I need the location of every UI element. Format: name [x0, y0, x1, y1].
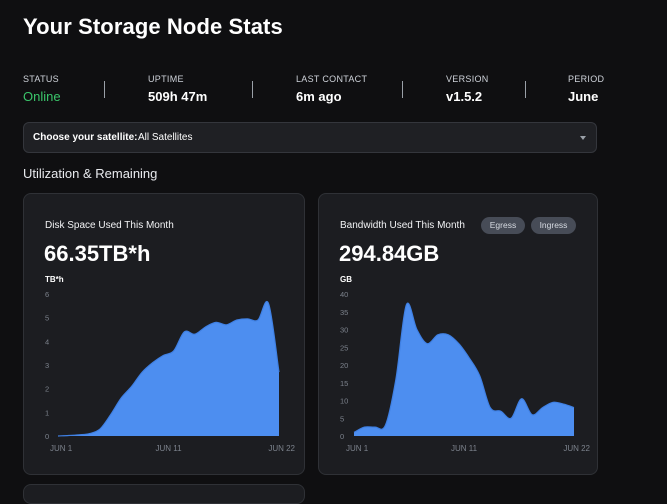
- stat-status-label: STATUS: [23, 74, 59, 84]
- stat-uptime: UPTIME 509h 47m: [148, 74, 207, 104]
- disk-chart-x-tick: JUN 22: [268, 444, 295, 453]
- disk-chart-y-tick: 6: [45, 290, 49, 299]
- stat-divider: [252, 81, 253, 98]
- disk-card-value: 66.35TB*h: [44, 241, 151, 266]
- disk-chart-y-tick: 3: [45, 361, 49, 370]
- chevron-down-icon: [580, 136, 586, 140]
- stats-bar: STATUS Online UPTIME 509h 47m LAST CONTA…: [23, 74, 604, 110]
- bandwidth-card-value: 294.84GB: [339, 241, 440, 266]
- bandwidth-chart-x-tick: JUN 22: [563, 444, 590, 453]
- stat-uptime-value: 509h 47m: [148, 89, 208, 104]
- stat-version-label: VERSION: [446, 74, 489, 84]
- satellite-selector-value: All Satellites: [138, 132, 193, 143]
- bandwidth-chart-x-tick: JUN 1: [346, 444, 369, 453]
- stat-uptime-label: UPTIME: [148, 74, 184, 84]
- bandwidth-chart-x-tick: JUN 11: [451, 444, 478, 453]
- stat-last-contact: LAST CONTACT 6m ago: [296, 74, 367, 104]
- stat-divider: [525, 81, 526, 98]
- stat-period-label: PERIOD: [568, 74, 605, 84]
- satellite-selector-label: Choose your satellite:: [33, 132, 138, 143]
- stat-period: PERIOD June: [568, 74, 604, 104]
- disk-chart-x-tick: JUN 11: [155, 444, 182, 453]
- disk-chart-x-tick: JUN 1: [50, 444, 73, 453]
- bandwidth-chart-y-unit-label: GB: [340, 275, 352, 284]
- disk-chart-y-tick: 1: [45, 408, 49, 417]
- egress-toggle[interactable]: Egress: [481, 217, 525, 234]
- stat-version: VERSION v1.5.2: [446, 74, 489, 104]
- section-title: Utilization & Remaining: [23, 166, 158, 181]
- stat-last-contact-label: LAST CONTACT: [296, 74, 368, 84]
- stat-version-value: v1.5.2: [446, 89, 483, 104]
- bandwidth-chart-y-tick: 30: [340, 326, 348, 335]
- bandwidth-chart-y-tick: 0: [340, 432, 344, 441]
- stat-period-value: June: [568, 89, 599, 104]
- bandwidth-chart-y-tick: 35: [340, 308, 348, 317]
- bandwidth-chart-area: [354, 303, 574, 436]
- next-card: [23, 484, 305, 504]
- bandwidth-chart-y-tick: 40: [340, 290, 348, 299]
- bandwidth-chart-y-tick: 10: [340, 397, 348, 406]
- disk-card-title: Disk Space Used This Month: [45, 220, 174, 231]
- bandwidth-chart-line: [353, 302, 575, 433]
- disk-chart-area: [58, 301, 279, 436]
- satellite-selector[interactable]: Choose your satellite: All Satellites: [23, 122, 597, 153]
- bandwidth-chart-y-tick: 15: [340, 379, 348, 388]
- bandwidth-chart-y-tick: 25: [340, 343, 348, 352]
- page-title: Your Storage Node Stats: [23, 14, 283, 39]
- stat-status-value: Online: [23, 89, 61, 104]
- disk-chart-y-unit-label: TB*h: [45, 275, 64, 284]
- disk-chart-y-tick: 5: [45, 314, 49, 323]
- bandwidth-card-title: Bandwidth Used This Month: [340, 220, 465, 231]
- disk-chart-y-tick: 4: [45, 337, 49, 346]
- ingress-toggle[interactable]: Ingress: [531, 217, 576, 234]
- stat-last-contact-value: 6m ago: [296, 89, 342, 104]
- stat-status: STATUS Online: [23, 74, 61, 104]
- stat-divider: [402, 81, 403, 98]
- bandwidth-chart-y-tick: 20: [340, 361, 348, 370]
- disk-chart-y-tick: 2: [45, 385, 49, 394]
- stat-divider: [104, 81, 105, 98]
- bandwidth-chart-y-tick: 5: [340, 414, 344, 423]
- disk-chart-y-tick: 0: [45, 432, 49, 441]
- disk-chart-line: [57, 301, 280, 437]
